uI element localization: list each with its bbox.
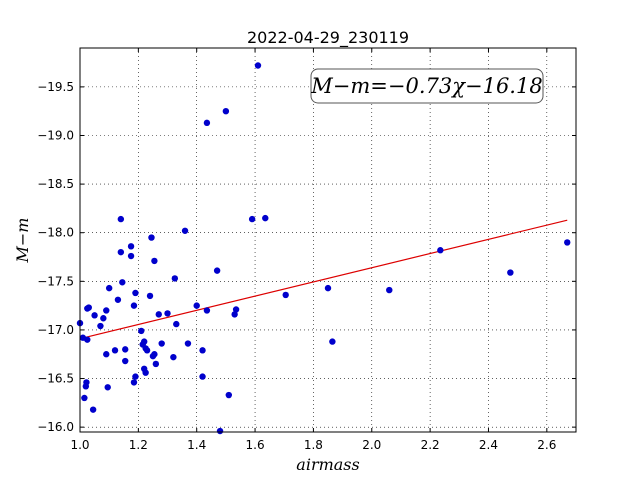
data-point xyxy=(117,215,125,223)
data-point xyxy=(89,406,97,413)
data-point xyxy=(104,384,111,391)
data-point xyxy=(203,119,211,127)
x-tick-label: 2.4 xyxy=(479,438,498,452)
data-point xyxy=(222,107,230,115)
data-point xyxy=(100,315,107,322)
data-point xyxy=(437,247,444,254)
data-point xyxy=(170,353,177,361)
data-point xyxy=(199,373,206,380)
data-point xyxy=(111,347,119,354)
data-point xyxy=(329,338,336,345)
data-point xyxy=(151,351,158,358)
data-point xyxy=(103,307,110,314)
data-point xyxy=(84,336,91,343)
data-point xyxy=(282,291,289,299)
data-point xyxy=(203,307,211,314)
data-point xyxy=(152,360,160,368)
data-point xyxy=(81,394,88,402)
x-tick-label: 1.0 xyxy=(70,438,89,452)
x-tick-label: 2.2 xyxy=(421,438,440,452)
axis-ticks: 1.0 1.2 1.4 1.6 1.8 2.0 2.2 2.4 2.6 −16.0 −16.5 −17… xyxy=(37,48,576,452)
y-tick-label: −19.0 xyxy=(37,128,74,142)
data-point xyxy=(171,275,179,282)
data-point xyxy=(130,302,138,309)
fit-line xyxy=(79,219,568,340)
data-point xyxy=(117,248,125,256)
data-point xyxy=(216,427,224,435)
x-tick-label: 1.6 xyxy=(246,438,265,452)
y-tick-label: −17.0 xyxy=(37,323,74,337)
y-tick-label: −19.5 xyxy=(37,80,74,94)
data-point xyxy=(213,267,221,274)
data-point xyxy=(91,312,98,319)
y-tick-label: −18.5 xyxy=(37,177,74,191)
data-point xyxy=(119,279,126,286)
y-tick-label: −17.5 xyxy=(37,274,74,288)
x-axis-label: airmass xyxy=(296,455,359,474)
data-point xyxy=(248,215,256,223)
data-point xyxy=(97,322,104,330)
data-point xyxy=(151,257,158,265)
data-point xyxy=(158,340,165,347)
y-tick-label: −18.0 xyxy=(37,226,74,240)
data-point xyxy=(105,284,113,292)
data-point xyxy=(127,252,135,260)
data-point xyxy=(132,373,139,380)
data-point xyxy=(231,311,238,318)
data-point xyxy=(262,214,269,222)
data-point xyxy=(386,286,393,294)
data-point xyxy=(122,357,129,365)
data-point xyxy=(232,306,240,313)
x-tick-label: 1.8 xyxy=(304,438,323,452)
data-point xyxy=(199,347,206,354)
y-tick-label: −16.5 xyxy=(37,372,74,386)
data-point xyxy=(564,239,571,246)
x-tick-label: 1.4 xyxy=(187,438,206,452)
data-point xyxy=(140,338,148,345)
data-point xyxy=(142,369,149,376)
x-tick-label: 1.2 xyxy=(129,438,148,452)
x-tick-label: 2.0 xyxy=(362,438,381,452)
data-point xyxy=(181,227,189,234)
chart-title: 2022-04-29_230119 xyxy=(247,28,409,48)
fit-line-layer xyxy=(79,219,568,340)
data-point xyxy=(225,391,232,399)
y-tick-label: −16.0 xyxy=(37,420,74,434)
data-point xyxy=(507,269,514,276)
data-point xyxy=(143,347,151,354)
data-point xyxy=(85,304,92,311)
data-point xyxy=(138,327,145,335)
data-point xyxy=(122,346,129,353)
data-point xyxy=(193,302,200,309)
plot-area xyxy=(80,48,576,432)
annotation-text: M−m=−0.73χ−16.18 xyxy=(310,74,542,98)
data-point xyxy=(148,234,155,241)
x-tick-label: 2.6 xyxy=(537,438,556,452)
data-point xyxy=(114,296,122,303)
data-point xyxy=(132,289,139,297)
data-point xyxy=(130,379,138,386)
data-point xyxy=(127,243,135,250)
data-point xyxy=(173,320,180,328)
data-point xyxy=(164,310,171,317)
data-point xyxy=(324,284,332,292)
data-point xyxy=(83,379,90,386)
data-point xyxy=(155,311,162,318)
data-point xyxy=(146,292,154,300)
data-points xyxy=(76,62,571,435)
data-point xyxy=(103,351,110,358)
annotation-box xyxy=(310,68,544,104)
fit-annotation: M−m=−0.73χ−16.18 xyxy=(310,68,544,104)
y-axis-label: M−m xyxy=(13,218,32,264)
data-point xyxy=(254,62,262,69)
data-point xyxy=(184,340,192,347)
plot-frame xyxy=(79,47,577,433)
